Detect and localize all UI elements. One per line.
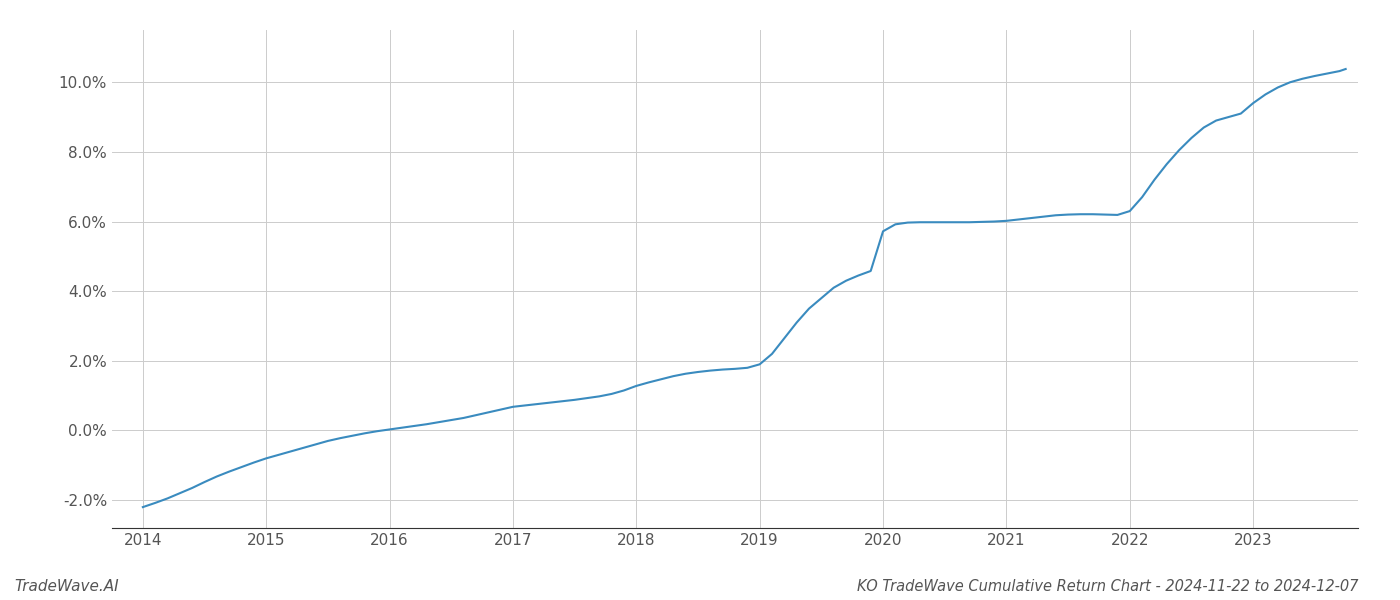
Text: TradeWave.AI: TradeWave.AI xyxy=(14,579,119,594)
Text: KO TradeWave Cumulative Return Chart - 2024-11-22 to 2024-12-07: KO TradeWave Cumulative Return Chart - 2… xyxy=(857,579,1358,594)
